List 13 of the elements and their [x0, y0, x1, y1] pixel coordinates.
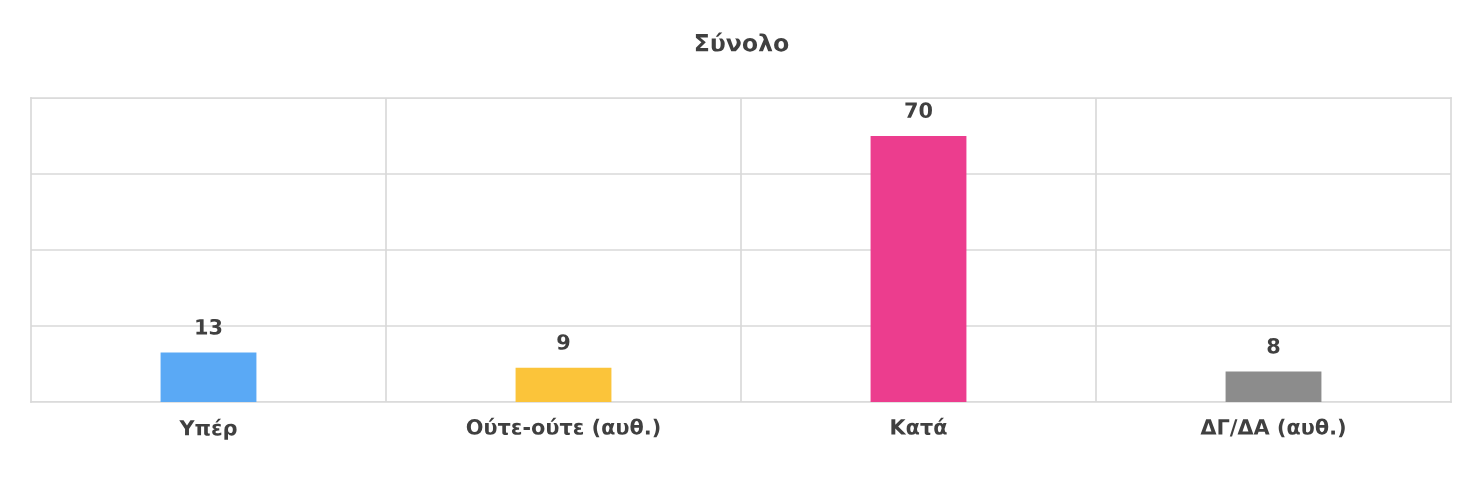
data-label: 8 [1267, 337, 1280, 354]
bar [1225, 371, 1322, 402]
x-tick-label: ΔΓ/ΔΑ (αυθ.) [1200, 418, 1345, 438]
x-tick-label: Κατά [891, 417, 947, 435]
bar [870, 136, 967, 402]
chart-title: Σύνολο [695, 32, 789, 52]
x-tick-label: Υπέρ [179, 418, 237, 440]
x-tick-label: Ούτε-ούτε (αυθ.) [466, 417, 660, 438]
data-label: 9 [557, 334, 570, 350]
bar [160, 352, 257, 402]
data-label: 70 [905, 102, 932, 119]
data-label: 13 [196, 318, 222, 335]
bar [515, 367, 612, 402]
